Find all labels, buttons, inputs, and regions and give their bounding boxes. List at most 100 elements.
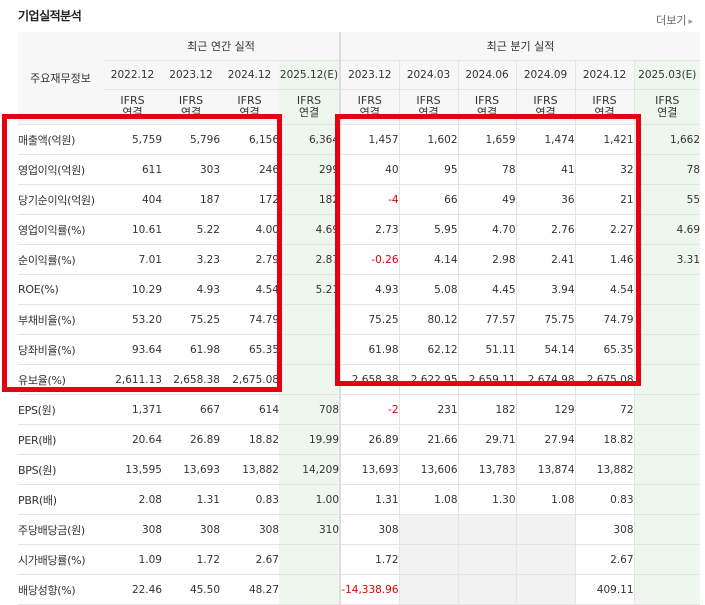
quarterly-cell: 4.70 <box>457 214 517 245</box>
annual-cell: 6,156 <box>220 124 279 155</box>
quarterly-cell: 54.14 <box>515 334 576 365</box>
annual-period-2: 2024.12 <box>220 60 279 90</box>
table-row: 매출액(억원) 5,759 5,796 6,156 6,364 1,457 1,602 1,6… <box>18 124 701 155</box>
annual-cell: 1,371 <box>103 394 162 425</box>
quarterly-cell: 4.69 <box>633 214 701 245</box>
quarterly-cell: 13,882 <box>574 454 635 485</box>
annual-cell: 1.31 <box>162 484 220 515</box>
annual-cell: 5,796 <box>162 124 220 155</box>
quarterly-cell <box>398 544 459 575</box>
quarterly-basis-5: IFRS 연결 <box>633 89 701 125</box>
quarterly-cell: 4.54 <box>574 274 635 305</box>
annual-period-3: 2025.12(E) <box>279 60 341 90</box>
table-row: PBR(배) 2.08 1.31 0.83 1.00 1.31 1.08 1.30 1.08 0.… <box>18 484 701 515</box>
annual-cell: 10.61 <box>103 214 162 245</box>
annual-cell <box>279 334 341 365</box>
quarterly-cell: 78 <box>457 154 517 185</box>
table-row: EPS(원) 1,371 667 614 708 -2 231 182 129 72 <box>18 394 701 425</box>
row-label: 배당성향(%) <box>18 574 103 605</box>
quarterly-cell: 2.98 <box>457 244 517 275</box>
quarterly-cell <box>515 574 576 605</box>
quarterly-cell: 75.25 <box>339 304 400 335</box>
annual-cell: 4.00 <box>220 214 279 245</box>
quarterly-cell: -2 <box>339 394 400 425</box>
consolidated-label: 연결 <box>359 106 380 119</box>
annual-cell: 308 <box>220 514 279 545</box>
table-row: 배당성향(%) 22.46 45.50 48.27 -14,338.96 409.11 <box>18 574 701 605</box>
quarterly-cell: 308 <box>339 514 400 545</box>
quarterly-cell: 51.11 <box>457 334 517 365</box>
annual-cell: 5.22 <box>162 214 220 245</box>
table-row: 부채비율(%) 53.20 75.25 74.79 75.25 80.12 77.57 75.… <box>18 304 701 335</box>
quarterly-cell: 1,659 <box>457 124 517 155</box>
quarterly-cell <box>457 574 517 605</box>
annual-cell: 53.20 <box>103 304 162 335</box>
quarterly-cell: 1,421 <box>574 124 635 155</box>
more-link[interactable]: 더보기 ▸ <box>656 12 693 28</box>
annual-cell: 1.00 <box>279 484 341 515</box>
quarterly-cell: 1.30 <box>457 484 517 515</box>
quarterly-cell: 65.35 <box>574 334 635 365</box>
quarterly-cell: 78 <box>633 154 701 185</box>
annual-cell: 26.89 <box>162 424 220 455</box>
row-label: 영업이익(억원) <box>18 154 103 185</box>
annual-cell: 65.35 <box>220 334 279 365</box>
consolidated-label: 연결 <box>594 106 615 119</box>
annual-cell: 74.79 <box>220 304 279 335</box>
annual-cell: 6,364 <box>279 124 341 155</box>
annual-cell: 2.67 <box>220 544 279 575</box>
ifrs-label: IFRS <box>474 94 500 107</box>
quarterly-cell: 1.72 <box>339 544 400 575</box>
row-label: 주당배당금(원) <box>18 514 103 545</box>
more-link-label: 더보기 <box>656 14 687 27</box>
row-label: 매출액(억원) <box>18 124 103 155</box>
quarterly-cell: 1,457 <box>339 124 400 155</box>
quarterly-cell: 2.67 <box>574 544 635 575</box>
table-row: 영업이익률(%) 10.61 5.22 4.00 4.69 2.73 5.95 4.70 2.7… <box>18 214 701 245</box>
quarterly-cell: 41 <box>515 154 576 185</box>
annual-cell: 4.54 <box>220 274 279 305</box>
quarterly-cell <box>633 364 701 395</box>
quarterly-cell: 3.31 <box>633 244 701 275</box>
quarterly-cell: 0.83 <box>574 484 635 515</box>
annual-cell <box>279 574 341 605</box>
quarterly-cell: 95 <box>398 154 459 185</box>
quarterly-cell: 4.14 <box>398 244 459 275</box>
quarterly-header: 최근 분기 실적 <box>339 32 701 61</box>
quarterly-cell: -4 <box>339 184 400 215</box>
annual-cell: 5,759 <box>103 124 162 155</box>
section-title: 기업실적분석 <box>18 9 82 23</box>
annual-cell: 4.69 <box>279 214 341 245</box>
quarterly-basis-4: IFRS 연결 <box>574 89 635 125</box>
quarterly-cell: 2,659.11 <box>457 364 517 395</box>
quarterly-period-5: 2025.03(E) <box>633 60 701 90</box>
ifrs-label: IFRS <box>357 94 382 107</box>
quarterly-cell: 1,602 <box>398 124 459 155</box>
annual-cell: 2.87 <box>279 244 341 275</box>
annual-cell: 303 <box>162 154 220 185</box>
chevron-right-icon: ▸ <box>688 17 693 27</box>
annual-cell: 10.29 <box>103 274 162 305</box>
quarterly-cell: 182 <box>457 394 517 425</box>
annual-cell: 22.46 <box>103 574 162 605</box>
row-label: 영업이익률(%) <box>18 214 103 245</box>
quarterly-cell <box>633 334 701 365</box>
ifrs-label: IFRS <box>178 94 204 107</box>
quarterly-cell: 77.57 <box>457 304 517 335</box>
quarterly-cell: 2.76 <box>515 214 576 245</box>
quarterly-cell: 13,874 <box>515 454 576 485</box>
quarterly-cell: 74.79 <box>574 304 635 335</box>
quarterly-cell: 26.89 <box>339 424 400 455</box>
quarterly-cell <box>633 454 701 485</box>
consolidated-label: 연결 <box>476 106 498 119</box>
annual-cell: 310 <box>279 514 341 545</box>
quarterly-cell: 1.08 <box>515 484 576 515</box>
quarterly-cell <box>633 514 701 545</box>
quarterly-cell <box>457 544 517 575</box>
ifrs-label: IFRS <box>120 94 145 107</box>
quarterly-cell: 409.11 <box>574 574 635 605</box>
annual-cell: 13,693 <box>162 454 220 485</box>
quarterly-cell: 4.45 <box>457 274 517 305</box>
annual-cell: 4.93 <box>162 274 220 305</box>
quarterly-cell: 66 <box>398 184 459 215</box>
